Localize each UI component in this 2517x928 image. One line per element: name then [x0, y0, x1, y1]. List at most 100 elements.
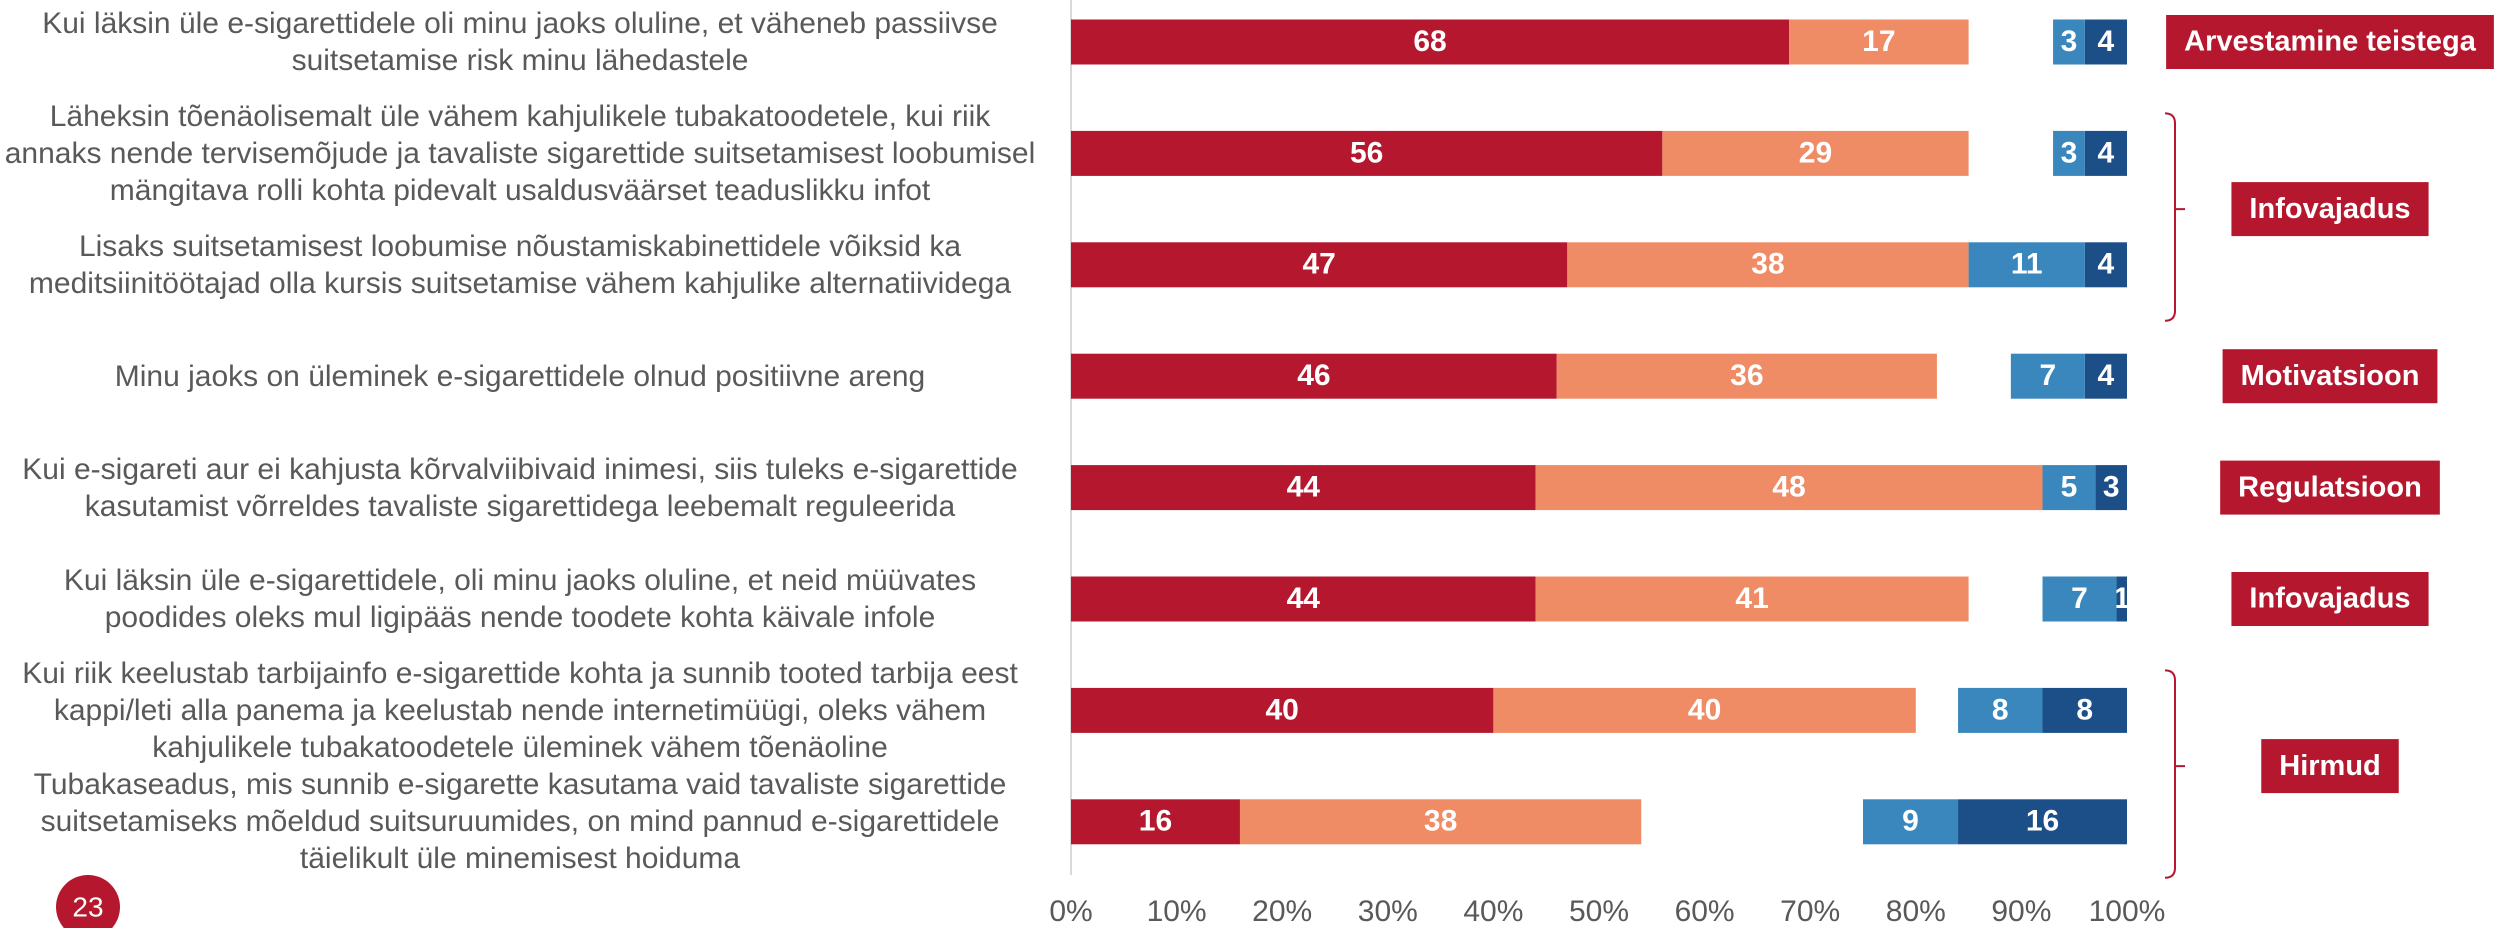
group-label-box — [2166, 15, 2494, 69]
x-tick-label: 100% — [2089, 895, 2166, 928]
group-label-box — [2222, 349, 2438, 404]
value-label: 3 — [2103, 471, 2120, 504]
bar-segment — [2084, 353, 2127, 399]
value-label: 4 — [2098, 136, 2115, 169]
x-tick-label: 40% — [1463, 895, 1523, 928]
bar-segment — [1789, 19, 1969, 65]
value-label: 68 — [1413, 25, 1446, 58]
category-label: Kui e-sigareti aur ei kahjusta kõrvalvii… — [22, 452, 1018, 523]
value-label: 16 — [2026, 805, 2059, 838]
group-label-box — [2231, 572, 2429, 626]
group-label-box — [2261, 739, 2399, 794]
value-label: 56 — [1350, 136, 1383, 169]
value-label: 8 — [1992, 693, 2009, 726]
category-label: Kui riik keelustab tarbijainfo e-sigaret… — [22, 656, 1018, 764]
bar-segment — [2053, 19, 2085, 65]
bar-segment — [1535, 465, 2043, 511]
value-label: 7 — [2039, 359, 2056, 392]
x-tick-label: 20% — [1252, 895, 1312, 928]
value-label: 40 — [1688, 693, 1721, 726]
group-label-box — [2231, 182, 2429, 237]
group-label: Hirmud — [2279, 750, 2381, 782]
x-tick-label: 30% — [1358, 895, 1418, 928]
bar-segment — [1071, 353, 1557, 399]
value-label: 7 — [2071, 582, 2088, 615]
value-label: 8 — [2076, 693, 2093, 726]
bar-segment — [1958, 687, 2043, 733]
bar-segment — [1071, 19, 1790, 65]
value-label: 3 — [2061, 136, 2078, 169]
category-label: Kui läksin üle e-sigarettidele oli minu … — [42, 7, 998, 77]
bar-segment — [1662, 130, 1969, 176]
value-label: 3 — [2061, 25, 2078, 58]
bar-segment — [1071, 576, 1536, 622]
group-label-box — [2220, 460, 2440, 515]
group-label: Infovajadus — [2249, 583, 2410, 615]
value-label: 46 — [1297, 359, 1330, 392]
category-label: Läheksin tõenäolisemalt üle vähem kahjul… — [4, 99, 1036, 207]
bar-segment — [2042, 465, 2096, 511]
value-label: 17 — [1862, 25, 1895, 58]
bar-segment — [2084, 242, 2127, 288]
value-label: 5 — [2061, 471, 2078, 504]
value-label: 16 — [1139, 805, 1172, 838]
bar-segment — [1071, 799, 1240, 845]
page-number: 23 — [72, 891, 103, 922]
bar-segment — [2042, 576, 2117, 622]
category-label: Minu jaoks on üleminek e-sigarettidele o… — [114, 359, 926, 393]
group-bracket — [2164, 112, 2185, 322]
value-label: 40 — [1266, 693, 1299, 726]
bar-segment — [1567, 242, 1969, 288]
value-label: 9 — [1902, 805, 1919, 838]
value-label: 41 — [1735, 582, 1768, 615]
value-label: 38 — [1751, 248, 1784, 281]
value-label: 38 — [1424, 805, 1457, 838]
bar-segment — [1239, 799, 1642, 845]
x-tick-label: 60% — [1675, 895, 1735, 928]
value-label: 11 — [2011, 248, 2043, 281]
bar-segment — [1863, 799, 1959, 845]
x-tick-label: 0% — [1049, 895, 1092, 928]
bar-segment — [2053, 130, 2085, 176]
category-label: Tubakaseadus, mis sunnib e-sigarette kas… — [33, 768, 1007, 876]
bar-segment — [2084, 19, 2127, 65]
bar-segment — [1071, 687, 1494, 733]
value-label: 4 — [2098, 25, 2115, 58]
x-tick-label: 70% — [1780, 895, 1840, 928]
bar-segment — [1071, 242, 1568, 288]
bar-segment — [1968, 242, 2085, 288]
x-tick-label: 10% — [1147, 895, 1207, 928]
value-label: 4 — [2098, 359, 2115, 392]
x-tick-label: 90% — [1991, 895, 2051, 928]
bar-segment — [2095, 465, 2127, 511]
category-label: Lisaks suitsetamisest loobumise nõustami… — [28, 229, 1012, 300]
category-label: Kui läksin üle e-sigarettidele, oli minu… — [63, 564, 977, 634]
group-bracket — [2164, 669, 2185, 879]
bar-segment — [2084, 130, 2127, 176]
group-label: Infovajadus — [2249, 193, 2410, 225]
x-tick-label: 80% — [1886, 895, 1946, 928]
value-label: 44 — [1287, 471, 1321, 504]
value-label: 47 — [1302, 248, 1335, 281]
bar-segment — [2042, 687, 2127, 733]
bar-segment — [2010, 353, 2085, 399]
value-label: 44 — [1287, 582, 1321, 615]
value-label: 48 — [1772, 471, 1805, 504]
page-number-badge — [56, 875, 120, 928]
bar-segment — [1493, 687, 1916, 733]
bar-segment — [2116, 576, 2127, 622]
value-label: 1 — [2113, 582, 2130, 615]
group-label: Motivatsioon — [2241, 360, 2420, 392]
bar-segment — [1071, 465, 1536, 511]
value-label: 4 — [2098, 248, 2115, 281]
x-tick-label: 50% — [1569, 895, 1629, 928]
bar-segment — [1958, 799, 2127, 845]
group-label: Arvestamine teistega — [2184, 26, 2477, 58]
bar-segment — [1556, 353, 1937, 399]
bar-segment — [1071, 130, 1663, 176]
value-label: 29 — [1799, 136, 1832, 169]
bar-segment — [1535, 576, 1969, 622]
group-label: Regulatsioon — [2238, 471, 2422, 503]
